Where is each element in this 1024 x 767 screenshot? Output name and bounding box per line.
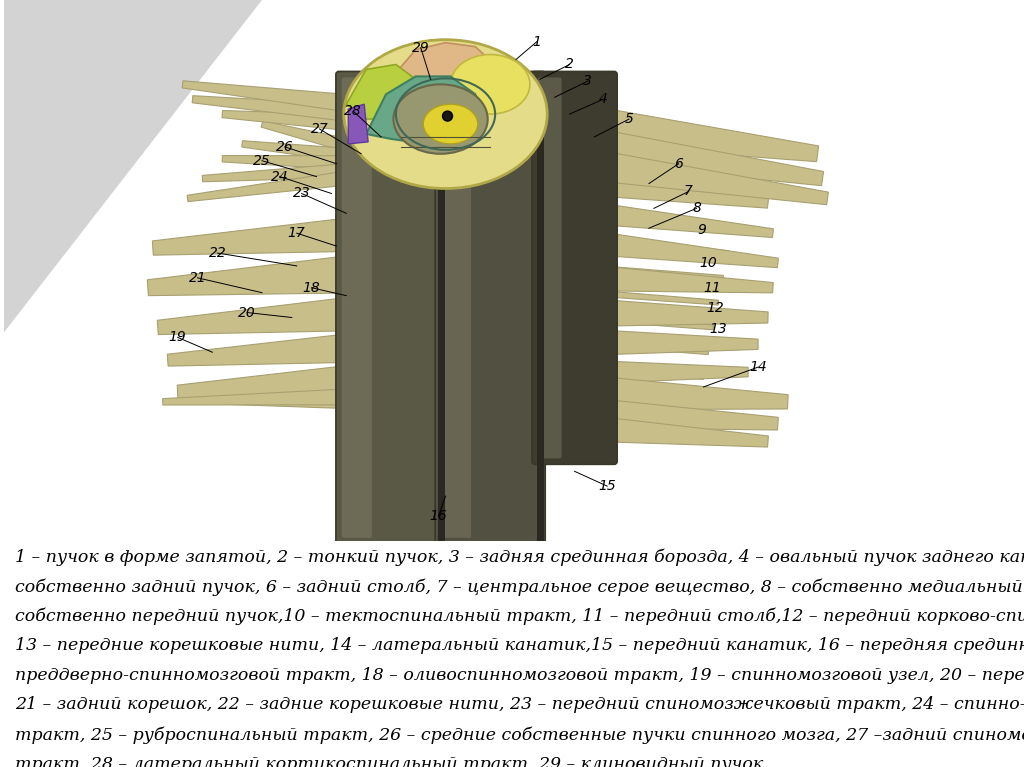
Text: 27: 27 (310, 122, 329, 136)
Polygon shape (147, 253, 373, 295)
Text: 2: 2 (565, 58, 574, 71)
Text: 1 – пучок в форме запятой, 2 – тонкий пучок, 3 – задняя срединная борозда, 4 – о: 1 – пучок в форме запятой, 2 – тонкий пу… (15, 549, 1024, 567)
Text: 21 – задний корешок, 22 – задние корешковые нити, 23 – передний спиномозжечковый: 21 – задний корешок, 22 – задние корешко… (15, 696, 1024, 713)
Polygon shape (261, 121, 383, 162)
Polygon shape (222, 110, 372, 133)
Text: 6: 6 (674, 156, 683, 171)
FancyBboxPatch shape (538, 77, 561, 459)
Text: преддверно-спинномозговой тракт, 18 – оливоспинномозговой тракт, 19 – спинномозг: преддверно-спинномозговой тракт, 18 – ол… (15, 667, 1024, 684)
Polygon shape (348, 104, 369, 144)
Text: 29: 29 (412, 41, 430, 54)
Polygon shape (589, 240, 728, 255)
Polygon shape (583, 148, 828, 205)
Polygon shape (4, 0, 351, 342)
Text: 7: 7 (684, 185, 693, 199)
FancyBboxPatch shape (342, 77, 372, 538)
Polygon shape (588, 144, 759, 178)
Polygon shape (242, 140, 382, 166)
Bar (437, 94, 444, 541)
Text: тракт, 25 – руброспинальный тракт, 26 – средние собственные пучки спинного мозга: тракт, 25 – руброспинальный тракт, 26 – … (15, 726, 1024, 743)
Polygon shape (386, 43, 500, 99)
Polygon shape (589, 329, 758, 355)
Polygon shape (585, 360, 749, 384)
Polygon shape (573, 374, 788, 410)
Text: 13 – передние корешковые нити, 14 – латеральный канатик,15 – передний канатик, 1: 13 – передние корешковые нити, 14 – лате… (15, 637, 1024, 654)
Polygon shape (177, 365, 352, 409)
Polygon shape (589, 314, 714, 330)
Bar (537, 94, 544, 541)
Polygon shape (589, 389, 698, 404)
Text: 24: 24 (271, 170, 289, 183)
Text: 10: 10 (699, 256, 718, 270)
Polygon shape (563, 413, 768, 447)
Ellipse shape (423, 104, 478, 144)
Polygon shape (346, 64, 426, 119)
FancyBboxPatch shape (435, 71, 545, 544)
Polygon shape (579, 127, 823, 186)
Text: 25: 25 (253, 153, 270, 168)
Text: 17: 17 (288, 226, 305, 240)
Polygon shape (588, 172, 768, 208)
Polygon shape (193, 96, 361, 123)
Polygon shape (568, 396, 778, 430)
Text: 13: 13 (710, 322, 727, 337)
Text: тракт, 28 – латеральный кортикоспинальный тракт, 29 – клиновидный пучок.: тракт, 28 – латеральный кортикоспинальны… (15, 755, 769, 767)
Text: 16: 16 (430, 509, 447, 523)
Text: 9: 9 (697, 223, 706, 237)
Text: 23: 23 (293, 186, 310, 200)
Text: собственно передний пучок,10 – тектоспинальный тракт, 11 – передний столб,12 – п: собственно передний пучок,10 – тектоспин… (15, 608, 1024, 625)
Ellipse shape (393, 84, 487, 154)
Text: 4: 4 (599, 92, 607, 106)
Ellipse shape (344, 40, 547, 189)
Polygon shape (167, 332, 362, 366)
Polygon shape (589, 265, 773, 293)
Text: 1: 1 (532, 35, 542, 48)
FancyBboxPatch shape (336, 71, 446, 544)
Circle shape (442, 111, 453, 121)
Polygon shape (577, 104, 818, 162)
Text: 8: 8 (692, 202, 701, 216)
Text: собственно задний пучок, 6 – задний столб, 7 – центральное серое вещество, 8 – с: собственно задний пучок, 6 – задний стол… (15, 578, 1024, 596)
Polygon shape (589, 216, 733, 231)
Text: 22: 22 (209, 246, 226, 260)
Polygon shape (589, 298, 768, 327)
Polygon shape (222, 156, 381, 172)
Polygon shape (589, 364, 703, 380)
Polygon shape (153, 216, 373, 255)
Text: 12: 12 (707, 301, 724, 314)
Text: 19: 19 (169, 331, 186, 344)
Polygon shape (158, 295, 373, 334)
Text: 28: 28 (344, 104, 362, 118)
Text: 18: 18 (303, 281, 321, 295)
Text: 14: 14 (750, 360, 767, 374)
Polygon shape (589, 265, 724, 280)
Ellipse shape (451, 54, 529, 114)
Polygon shape (187, 166, 382, 202)
Text: 21: 21 (188, 271, 207, 285)
Text: 5: 5 (625, 112, 634, 126)
Polygon shape (182, 81, 357, 113)
FancyBboxPatch shape (441, 77, 471, 538)
Polygon shape (593, 231, 778, 268)
Text: 11: 11 (703, 281, 721, 295)
Polygon shape (203, 161, 382, 182)
Text: 15: 15 (598, 479, 616, 493)
Polygon shape (589, 339, 709, 354)
Polygon shape (367, 77, 485, 144)
Text: 20: 20 (239, 305, 256, 320)
Text: 3: 3 (583, 74, 592, 88)
Text: 26: 26 (275, 140, 294, 154)
Polygon shape (4, 0, 262, 332)
Polygon shape (589, 290, 719, 305)
Polygon shape (163, 389, 346, 405)
Polygon shape (593, 202, 773, 238)
FancyBboxPatch shape (531, 71, 617, 464)
Bar (4, 0, 222, 263)
